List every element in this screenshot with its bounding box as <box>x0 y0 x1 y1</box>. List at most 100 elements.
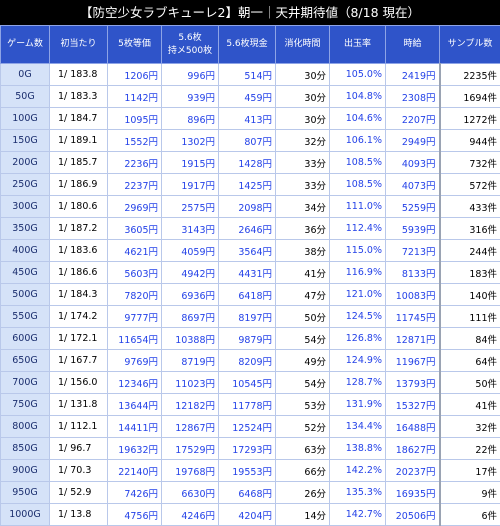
cell-ev56: 12182円 <box>162 394 219 416</box>
cell-ev5: 2237円 <box>108 174 162 196</box>
cell-hourly: 11967円 <box>386 350 440 372</box>
cell-ev56cash: 10545円 <box>219 372 276 394</box>
cell-ev5: 7426円 <box>108 482 162 504</box>
cell-time: 33分 <box>276 152 330 174</box>
cell-sample: 2235件 <box>440 64 500 86</box>
cell-game: 500G <box>1 284 50 306</box>
cell-ev56cash: 11778円 <box>219 394 276 416</box>
cell-ev56cash: 514円 <box>219 64 276 86</box>
cell-game: 700G <box>1 372 50 394</box>
cell-rate: 1/ 189.1 <box>50 130 108 152</box>
cell-hourly: 11745円 <box>386 306 440 328</box>
cell-ev56cash: 4431円 <box>219 262 276 284</box>
cell-sample: 732件 <box>440 152 500 174</box>
cell-time: 54分 <box>276 372 330 394</box>
cell-ev5: 11654円 <box>108 328 162 350</box>
cell-payout: 134.4% <box>330 416 386 438</box>
cell-ev56: 896円 <box>162 108 219 130</box>
cell-ev5: 13644円 <box>108 394 162 416</box>
cell-ev56: 4942円 <box>162 262 219 284</box>
cell-ev5: 1142円 <box>108 86 162 108</box>
header-ev5: 5枚等価 <box>108 26 162 64</box>
cell-time: 50分 <box>276 306 330 328</box>
header-time: 消化時間 <box>276 26 330 64</box>
expected-value-table: ゲーム数 初当たり 5枚等価 5.6枚 持メ500枚 5.6枚現金 消化時間 出… <box>0 25 500 526</box>
cell-time: 38分 <box>276 240 330 262</box>
cell-ev56cash: 19553円 <box>219 460 276 482</box>
cell-ev56cash: 8197円 <box>219 306 276 328</box>
cell-game: 600G <box>1 328 50 350</box>
cell-time: 30分 <box>276 64 330 86</box>
cell-ev56cash: 8209円 <box>219 350 276 372</box>
cell-hourly: 16488円 <box>386 416 440 438</box>
cell-ev56cash: 413円 <box>219 108 276 130</box>
cell-sample: 111件 <box>440 306 500 328</box>
cell-hourly: 2308円 <box>386 86 440 108</box>
cell-ev56: 4059円 <box>162 240 219 262</box>
cell-ev56: 1917円 <box>162 174 219 196</box>
cell-payout: 128.7% <box>330 372 386 394</box>
cell-hourly: 8133円 <box>386 262 440 284</box>
cell-game: 550G <box>1 306 50 328</box>
cell-payout: 104.6% <box>330 108 386 130</box>
cell-ev56: 1302円 <box>162 130 219 152</box>
cell-hourly: 2419円 <box>386 64 440 86</box>
cell-sample: 140件 <box>440 284 500 306</box>
cell-ev56cash: 3564円 <box>219 240 276 262</box>
cell-ev56: 11023円 <box>162 372 219 394</box>
header-hourly: 時給 <box>386 26 440 64</box>
header-rate: 初当たり <box>50 26 108 64</box>
cell-rate: 1/ 96.7 <box>50 438 108 460</box>
cell-hourly: 13793円 <box>386 372 440 394</box>
cell-game: 200G <box>1 152 50 174</box>
cell-time: 52分 <box>276 416 330 438</box>
cell-time: 32分 <box>276 130 330 152</box>
cell-time: 14分 <box>276 504 330 526</box>
cell-ev5: 3605円 <box>108 218 162 240</box>
cell-payout: 112.4% <box>330 218 386 240</box>
cell-rate: 1/ 70.3 <box>50 460 108 482</box>
cell-sample: 183件 <box>440 262 500 284</box>
cell-hourly: 5259円 <box>386 196 440 218</box>
cell-hourly: 10083円 <box>386 284 440 306</box>
cell-ev5: 2236円 <box>108 152 162 174</box>
cell-sample: 244件 <box>440 240 500 262</box>
cell-rate: 1/ 186.6 <box>50 262 108 284</box>
cell-ev56cash: 4204円 <box>219 504 276 526</box>
cell-ev56: 3143円 <box>162 218 219 240</box>
cell-sample: 41件 <box>440 394 500 416</box>
cell-rate: 1/ 156.0 <box>50 372 108 394</box>
cell-game: 400G <box>1 240 50 262</box>
cell-sample: 316件 <box>440 218 500 240</box>
cell-ev5: 12346円 <box>108 372 162 394</box>
cell-ev56: 17529円 <box>162 438 219 460</box>
cell-game: 50G <box>1 86 50 108</box>
cell-sample: 944件 <box>440 130 500 152</box>
cell-payout: 131.9% <box>330 394 386 416</box>
cell-game: 900G <box>1 460 50 482</box>
cell-ev5: 1206円 <box>108 64 162 86</box>
cell-payout: 108.5% <box>330 174 386 196</box>
cell-payout: 104.8% <box>330 86 386 108</box>
cell-payout: 124.9% <box>330 350 386 372</box>
cell-time: 30分 <box>276 86 330 108</box>
cell-ev5: 14411円 <box>108 416 162 438</box>
cell-time: 33分 <box>276 174 330 196</box>
cell-sample: 433件 <box>440 196 500 218</box>
cell-ev56: 12867円 <box>162 416 219 438</box>
cell-payout: 108.5% <box>330 152 386 174</box>
cell-sample: 84件 <box>440 328 500 350</box>
cell-time: 53分 <box>276 394 330 416</box>
cell-payout: 121.0% <box>330 284 386 306</box>
